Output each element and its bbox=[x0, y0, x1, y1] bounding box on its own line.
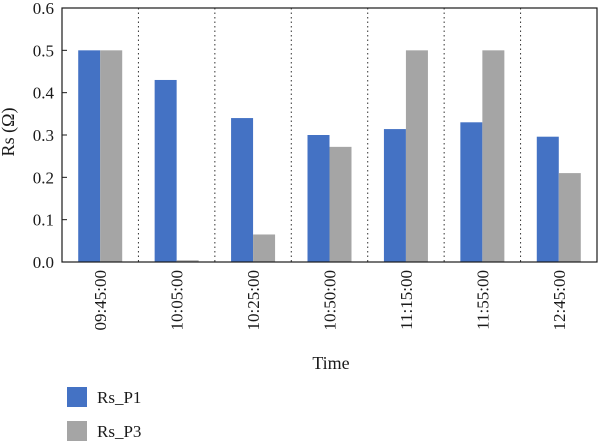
y-tick-label: 0.2 bbox=[33, 168, 54, 187]
y-tick-label: 0.5 bbox=[33, 41, 54, 60]
bar-rs-p1-1 bbox=[154, 79, 177, 262]
bar-rs-p1-4 bbox=[383, 129, 406, 262]
bar-rs-p1-6 bbox=[536, 136, 559, 262]
bar-rs-p3-1 bbox=[176, 260, 199, 262]
x-tick-label: 10:50:00 bbox=[321, 270, 340, 330]
legend-swatch-rs-p3 bbox=[67, 421, 87, 441]
bar-rs-p1-2 bbox=[231, 118, 254, 262]
legend: Rs_P1 Rs_P3 bbox=[67, 387, 141, 441]
y-tick-label: 0.0 bbox=[33, 253, 54, 272]
legend-label: Rs_P1 bbox=[97, 388, 141, 407]
x-tick-label: 11:55:00 bbox=[473, 270, 492, 330]
x-tick-label: 10:25:00 bbox=[244, 270, 263, 330]
y-tick-label: 0.3 bbox=[33, 126, 54, 145]
y-axis-ticks: 0.0 0.1 0.2 0.3 0.4 0.5 0.6 bbox=[33, 0, 67, 272]
x-tick-label: 11:15:00 bbox=[397, 270, 416, 330]
y-tick-label: 0.4 bbox=[33, 84, 55, 103]
legend-label: Rs_P3 bbox=[97, 422, 141, 441]
bar-rs-p1-0 bbox=[78, 50, 101, 263]
legend-swatch-rs-p1 bbox=[67, 387, 87, 407]
x-axis-ticks: 09:45:00 10:05:00 10:25:00 10:50:00 11:15:00… bbox=[91, 270, 569, 330]
bar-rs-p3-5 bbox=[482, 50, 505, 263]
bar-rs-p3-3 bbox=[329, 146, 352, 262]
y-tick-label: 0.6 bbox=[33, 0, 54, 18]
bar-rs-p3-2 bbox=[253, 234, 276, 262]
x-tick-label: 09:45:00 bbox=[91, 270, 110, 330]
y-axis-label: Rs (Ω) bbox=[0, 108, 19, 157]
bar-rs-p1-3 bbox=[307, 135, 330, 262]
y-tick-label: 0.1 bbox=[33, 211, 54, 230]
bar-rs-p3-0 bbox=[100, 50, 123, 263]
bars bbox=[78, 50, 581, 263]
bar-rs-p1-5 bbox=[460, 122, 483, 262]
x-tick-label: 12:45:00 bbox=[550, 270, 569, 330]
grid-lines bbox=[137, 8, 522, 262]
x-tick-label: 10:05:00 bbox=[168, 270, 187, 330]
x-axis-label: Time bbox=[312, 353, 349, 373]
bar-rs-p3-6 bbox=[558, 173, 581, 262]
bar-rs-p3-4 bbox=[405, 50, 428, 263]
